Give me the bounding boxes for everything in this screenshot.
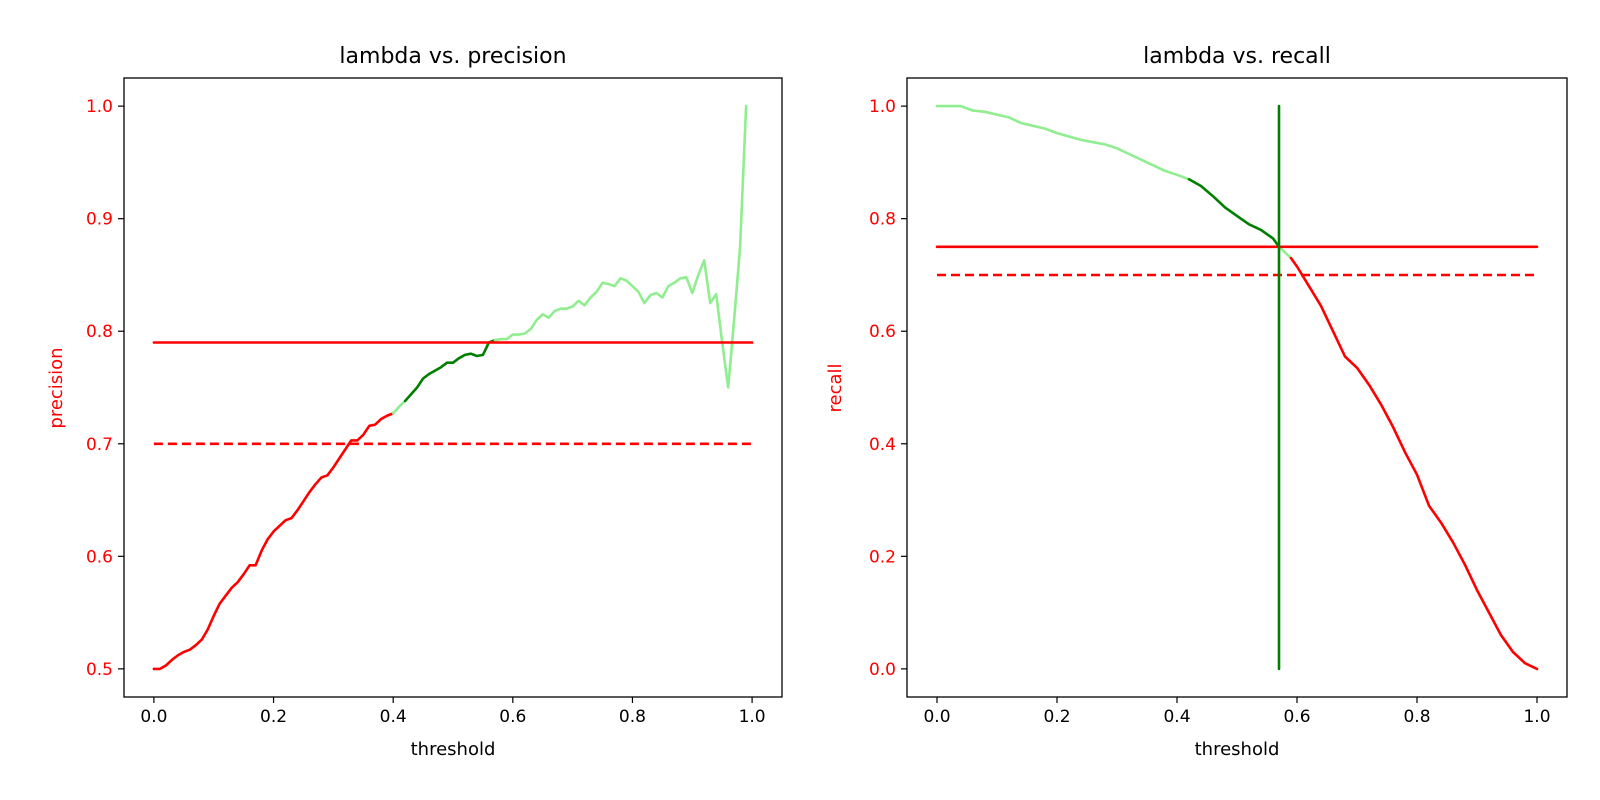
series-line-3 (1289, 256, 1539, 671)
y-tick-label: 0.6 (86, 547, 113, 567)
y-tick-label: 0.5 (86, 660, 113, 680)
y-tick-label: 1.0 (86, 97, 113, 117)
x-tick-label: 0.0 (140, 707, 167, 727)
axis-ticks: 0.0 0.2 0.4 0.6 0.8 1.0 0.5 0.6 0.7 0.8 0.9 1.0 (86, 97, 766, 727)
plot-area (152, 104, 754, 671)
x-tick-label: 0.2 (1043, 707, 1070, 727)
x-tick-label: 1.0 (739, 707, 766, 727)
precision-chart: lambda vs. precision threshold precision… (46, 44, 783, 760)
series-line-0 (152, 412, 395, 671)
y-axis-label: recall (825, 363, 846, 412)
axes-frame (906, 77, 1568, 698)
y-tick-label: 0.8 (86, 322, 113, 342)
x-axis-label: threshold (411, 739, 496, 760)
series-line-0 (935, 104, 1191, 181)
x-tick-label: 0.8 (619, 707, 646, 727)
y-tick-label: 0.4 (869, 435, 896, 455)
recall-chart: lambda vs. recall threshold recall 0.0 0.… (825, 44, 1568, 760)
axis-ticks: 0.0 0.2 0.4 0.6 0.8 1.0 0.0 0.2 0.4 0.6 0.8 1.0 (869, 97, 1551, 727)
y-tick-label: 1.0 (869, 97, 896, 117)
x-tick-label: 1.0 (1523, 707, 1550, 727)
y-tick-label: 0.6 (869, 322, 896, 342)
y-tick-label: 0.7 (86, 435, 113, 455)
series-line-3 (493, 104, 748, 389)
y-tick-label: 0.2 (869, 547, 896, 567)
x-tick-label: 0.0 (923, 707, 950, 727)
plot-area (935, 104, 1539, 671)
series-line-2 (403, 338, 497, 403)
axes-frame (123, 77, 783, 698)
series-line-1 (1187, 178, 1281, 249)
y-tick-label: 0.9 (86, 210, 113, 230)
x-tick-label: 0.4 (1163, 707, 1190, 727)
y-tick-label: 0.0 (869, 660, 896, 680)
x-tick-label: 0.4 (380, 707, 407, 727)
x-tick-label: 0.2 (260, 707, 287, 727)
y-tick-label: 0.8 (869, 210, 896, 230)
x-tick-label: 0.6 (1283, 707, 1310, 727)
series-line-1 (391, 399, 407, 415)
y-axis-label: precision (46, 347, 67, 428)
x-tick-label: 0.8 (1403, 707, 1430, 727)
x-tick-label: 0.6 (499, 707, 526, 727)
series-line-2 (1277, 245, 1293, 260)
chart-title: lambda vs. precision (339, 44, 566, 69)
chart-title: lambda vs. recall (1143, 44, 1331, 69)
x-axis-label: threshold (1195, 739, 1280, 760)
